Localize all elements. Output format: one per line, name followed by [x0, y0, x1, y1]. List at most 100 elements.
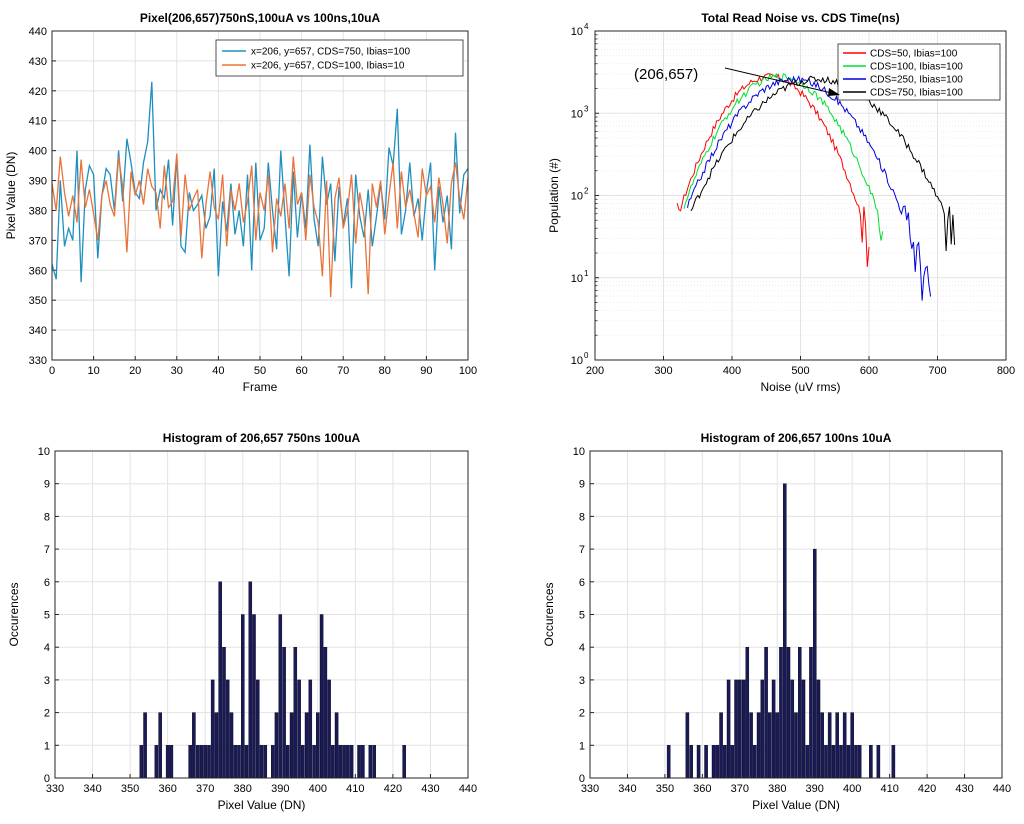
y-tick-label: 10: [571, 273, 583, 285]
histogram-bar: [813, 548, 817, 779]
y-tick-label: 10: [571, 108, 583, 120]
x-tick-label: 10: [87, 365, 99, 377]
histogram-bar: [854, 745, 858, 779]
y-tick-label: 2: [44, 708, 50, 720]
chart-histogram-100ns: 330 340 350 360 370 380 390 400 410 420 430 4400123…: [542, 431, 1011, 812]
y-axis-label: Occurences: [542, 582, 556, 646]
histogram-bar: [165, 745, 170, 779]
histogram-bar: [214, 712, 219, 779]
y-tick-label: 8: [44, 511, 50, 523]
x-tick-label: 40: [212, 365, 224, 377]
x-tick-label: 390: [806, 783, 824, 795]
y-tick-label: 10: [571, 26, 583, 38]
histogram-bar: [304, 712, 309, 779]
histogram-bar: [666, 745, 671, 779]
histogram-bar: [338, 745, 343, 779]
x-axis-label: Pixel Value (DN): [218, 798, 306, 812]
histogram-bar: [738, 679, 742, 779]
histogram-bar: [278, 614, 283, 779]
histogram-bar: [809, 647, 813, 779]
histogram-bar: [327, 679, 331, 779]
x-tick-label: 70: [337, 365, 349, 377]
histogram-bar: [271, 745, 275, 779]
legend-box: [215, 39, 464, 77]
histogram-bar: [857, 745, 862, 779]
x-tick-label: 420: [384, 783, 402, 795]
histogram-bar: [734, 679, 738, 779]
histogram-bar: [835, 712, 839, 779]
histogram-bar: [719, 712, 723, 779]
histogram-bar: [195, 745, 200, 779]
histogram-bar: [779, 647, 783, 779]
histogram-bar: [820, 712, 824, 779]
y-tick-label: 6: [579, 577, 585, 589]
histogram-bar: [218, 581, 222, 779]
histogram-bar: [301, 745, 305, 779]
x-tick-label: 800: [997, 365, 1015, 377]
histogram-bar: [756, 712, 761, 779]
histogram-bar: [745, 647, 750, 779]
x-tick-label: 60: [295, 365, 307, 377]
y-tick-label: 410: [29, 116, 47, 128]
histogram-bar: [704, 745, 708, 779]
y-tick-label: 1: [579, 740, 585, 752]
y-tick-label: 430: [29, 56, 47, 68]
y-tick-label: 350: [29, 295, 47, 307]
y-tick-label: 0: [579, 773, 585, 785]
histogram-bar: [372, 745, 376, 779]
x-tick-label: 80: [379, 365, 391, 377]
x-tick-label: 390: [271, 783, 289, 795]
x-tick-label: 380: [768, 783, 786, 795]
y-tick-label: 7: [44, 544, 50, 556]
histogram-bar: [252, 614, 256, 779]
y-tick-label: 440: [29, 26, 47, 38]
histogram-bar: [726, 679, 731, 779]
x-tick-label: 340: [618, 783, 636, 795]
histogram-bar: [771, 679, 776, 779]
x-axis-label: Frame: [243, 380, 278, 394]
histogram-bar: [685, 712, 690, 779]
chart-title: Total Read Noise vs. CDS Time(ns): [701, 11, 899, 25]
histogram-bar: [222, 647, 226, 779]
x-tick-label: 500: [791, 365, 809, 377]
x-tick-label: 380: [234, 783, 252, 795]
x-tick-label: 20: [129, 365, 141, 377]
plot-border: [589, 450, 1003, 779]
histogram-bar: [282, 647, 286, 779]
histogram-bar: [308, 679, 313, 779]
x-axis-label: Pixel Value (DN): [752, 798, 840, 812]
histogram-bar: [207, 745, 211, 779]
histogram-bar: [316, 712, 320, 779]
chart-title: Histogram of 206,657 750ns 100uA: [163, 431, 361, 445]
y-tick-label: 340: [29, 325, 47, 337]
histogram-bar: [323, 647, 328, 779]
y-tick-label: 400: [29, 146, 47, 158]
y-tick-label: 10: [571, 355, 583, 367]
x-tick-label: 90: [420, 365, 432, 377]
histogram-bar: [842, 712, 847, 779]
x-tick-label: 330: [581, 783, 599, 795]
histogram-bar: [346, 745, 350, 779]
x-tick-label: 400: [723, 365, 741, 377]
histogram-bar: [711, 745, 716, 779]
y-axis-label: Occurences: [7, 582, 21, 646]
y-tick-label: 6: [44, 577, 50, 589]
x-tick-label: 600: [860, 365, 878, 377]
histogram-bar: [297, 679, 301, 779]
histogram-bar: [319, 614, 324, 779]
histogram-bar: [233, 745, 237, 779]
chart-histogram-750ns: 330 340 350 360 370 380 390 400 410 420 430 4400123…: [7, 431, 477, 812]
y-tick-label: 10: [38, 446, 50, 458]
histogram-bar: [210, 679, 215, 779]
x-tick-label: 410: [880, 783, 898, 795]
histogram-bar: [225, 679, 230, 779]
legend-label-1: x=206, y=657, CDS=750, Ibias=100: [251, 47, 410, 58]
plot-border: [54, 450, 469, 779]
legend-label-2: x=206, y=657, CDS=100, Ibias=10: [251, 61, 405, 72]
y-tick-label: 4: [44, 642, 50, 654]
histogram-bar: [760, 679, 765, 779]
y-tick-label: 1: [44, 740, 50, 752]
legend-label-2: CDS=100, Ibias=100: [870, 62, 963, 73]
